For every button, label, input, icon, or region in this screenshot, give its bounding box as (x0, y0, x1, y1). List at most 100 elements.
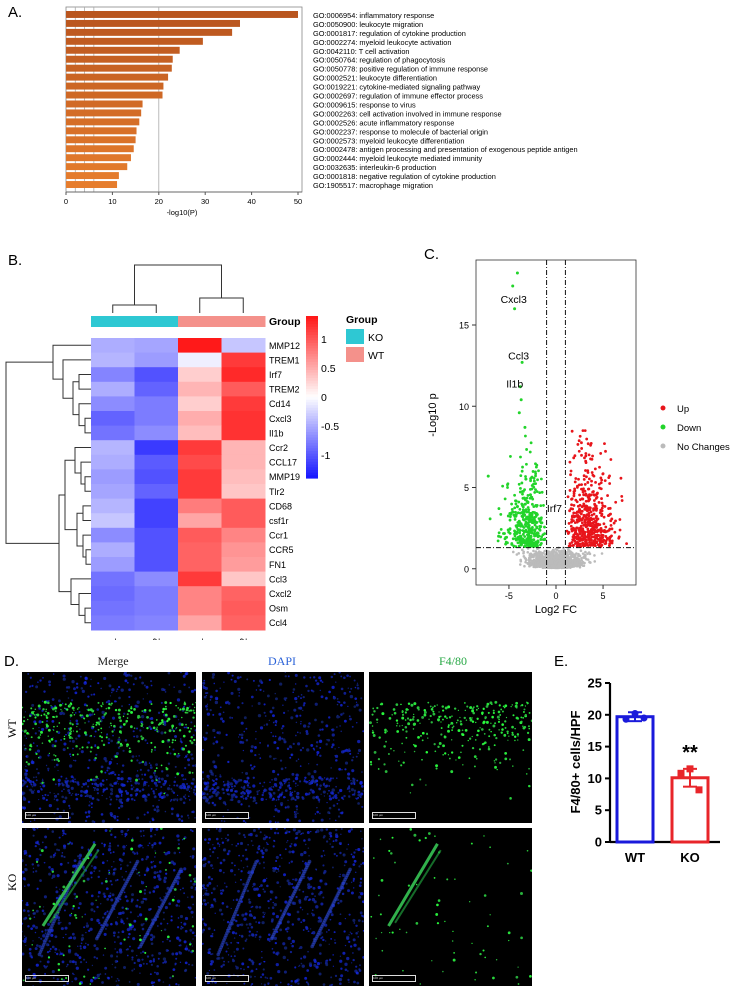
volcano-point (497, 531, 501, 535)
heatmap-cell (134, 600, 179, 616)
volcano-point (535, 525, 539, 529)
volcano-point (526, 521, 530, 525)
heatmap-cell (134, 586, 179, 602)
volcano-point (584, 461, 588, 465)
volcano-point (609, 458, 613, 461)
f480-quantification-chart: 0 5 10 15 20 25 F4/80+ cells/HPF WT KO ** (568, 676, 720, 865)
volcano-point (540, 535, 544, 539)
volcano-point (590, 457, 594, 461)
heatmap-cell (134, 381, 179, 397)
volcano-point (582, 556, 586, 559)
volcano-point (521, 492, 524, 496)
volcano-point (530, 476, 533, 480)
volcano-point (577, 557, 580, 561)
x-tick-label: 0 (553, 591, 558, 601)
volcano-point (577, 449, 581, 453)
row-label: FN1 (269, 560, 286, 570)
column-label: WT_2 (238, 638, 248, 640)
volcano-point (529, 441, 533, 445)
volcano-point (567, 522, 571, 525)
volcano-point (581, 564, 585, 567)
volcano-point (523, 523, 527, 527)
colorbar-segment (306, 324, 318, 328)
volcano-point (546, 556, 550, 560)
row-dendrogram (84, 417, 91, 434)
bar (66, 109, 142, 117)
volcano-point (486, 474, 490, 478)
colorbar-tick-label: 0.5 (321, 363, 336, 375)
gene-expression-heatmap: Group MMP12 TREM1 Irf7 TREM2 Cd14 Cxcl3 Il1b Ccr… (5, 264, 385, 640)
volcano-point (515, 524, 519, 528)
volcano-point (583, 534, 587, 537)
heatmap-cell (91, 396, 135, 412)
volcano-point (538, 528, 542, 532)
volcano-point (575, 532, 578, 536)
micro-ko-dapi: 100 μm (202, 828, 364, 986)
volcano-point (608, 474, 611, 478)
volcano-point (583, 429, 587, 433)
volcano-point (520, 481, 524, 485)
x-tick-label: 50 (294, 197, 302, 206)
significance-marker: ** (682, 742, 698, 764)
volcano-point (556, 559, 559, 563)
row-dendrogram (85, 549, 91, 565)
bar (66, 46, 180, 54)
volcano-point (568, 489, 572, 492)
volcano-point (571, 544, 575, 547)
heatmap-cell (178, 411, 222, 427)
volcano-point (587, 514, 591, 518)
volcano-point (566, 532, 570, 535)
volcano-point (539, 477, 543, 481)
volcano-point (592, 541, 596, 544)
volcano-point (536, 539, 540, 543)
volcano-point (586, 471, 590, 474)
volcano-point (521, 539, 525, 543)
volcano-point (573, 553, 576, 556)
volcano-point (524, 560, 527, 564)
volcano-point (597, 528, 601, 532)
micro-texture (202, 828, 364, 986)
volcano-point (604, 449, 607, 453)
volcano-point (532, 517, 536, 520)
volcano-point (578, 510, 581, 514)
volcano-point (588, 520, 592, 523)
volcano-point (534, 550, 538, 553)
volcano-point (542, 504, 545, 507)
colorbar-segment (306, 410, 318, 414)
volcano-point (582, 542, 585, 546)
heatmap-cell (134, 571, 179, 587)
volcano-point (571, 514, 575, 518)
volcano-point (549, 553, 553, 556)
gene-label: Cxcl3 (501, 294, 527, 306)
colorbar-segment (306, 353, 318, 358)
volcano-point (584, 499, 588, 503)
volcano-point (587, 538, 591, 541)
volcano-point (578, 565, 582, 569)
volcano-point (525, 462, 528, 466)
volcano-point (598, 465, 601, 469)
volcano-point (625, 542, 628, 546)
volcano-point (581, 531, 585, 535)
volcano-point (569, 524, 573, 528)
volcano-point (619, 476, 623, 480)
volcano-point (584, 521, 587, 525)
heatmap-cell (134, 338, 179, 354)
volcano-point (519, 537, 523, 541)
volcano-point (557, 566, 561, 570)
volcano-point (573, 539, 577, 543)
micro-texture (369, 700, 532, 800)
column-label: KO_1 (108, 638, 118, 640)
heatmap-cell (178, 513, 222, 529)
volcano-point (572, 558, 575, 562)
volcano-point (539, 538, 543, 541)
volcano-point (573, 454, 577, 458)
heatmap-cell (221, 338, 266, 354)
volcano-point (601, 504, 605, 508)
volcano-point (582, 513, 586, 517)
volcano-point (514, 499, 518, 503)
volcano-point (521, 532, 525, 536)
volcano-point (575, 500, 579, 504)
heatmap-cell (91, 440, 135, 456)
volcano-point (515, 271, 519, 275)
volcano-point (580, 441, 583, 445)
